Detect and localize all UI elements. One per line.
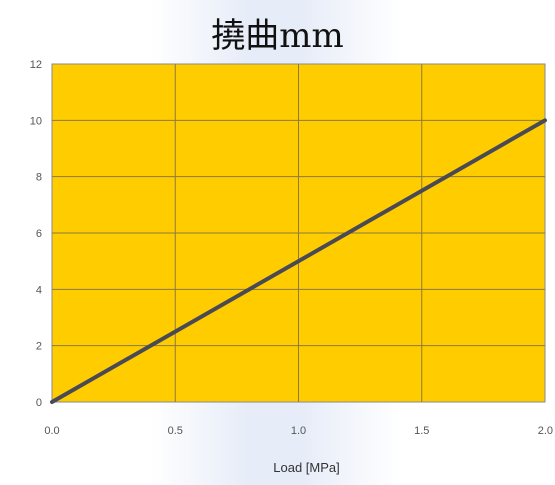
y-tick-label: 0	[36, 397, 42, 409]
x-tick-label: 1.0	[291, 425, 306, 437]
series-line	[50, 118, 547, 404]
x-tick-label: 1.5	[414, 425, 429, 437]
y-tick-label: 8	[36, 172, 42, 184]
y-tick-label: 4	[36, 284, 42, 296]
x-tick-label: 2.0	[538, 425, 553, 437]
x-tick-labels: 0.0 0.5 1.0 1.5 2.0	[44, 425, 553, 437]
y-tick-label: 12	[30, 59, 42, 71]
x-tick-label: 0.0	[44, 425, 59, 437]
y-tick-label: 6	[36, 228, 42, 240]
x-axis-label: Load [MPa]	[273, 460, 340, 475]
y-tick-labels: 0 2 4 6 8 10 12	[30, 59, 42, 409]
grid-lines	[52, 64, 545, 402]
series-group	[50, 118, 547, 404]
chart-title: 撓曲mm	[211, 16, 344, 56]
y-tick-label: 2	[36, 341, 42, 353]
x-tick-label: 0.5	[168, 425, 183, 437]
y-tick-label: 10	[30, 115, 42, 127]
